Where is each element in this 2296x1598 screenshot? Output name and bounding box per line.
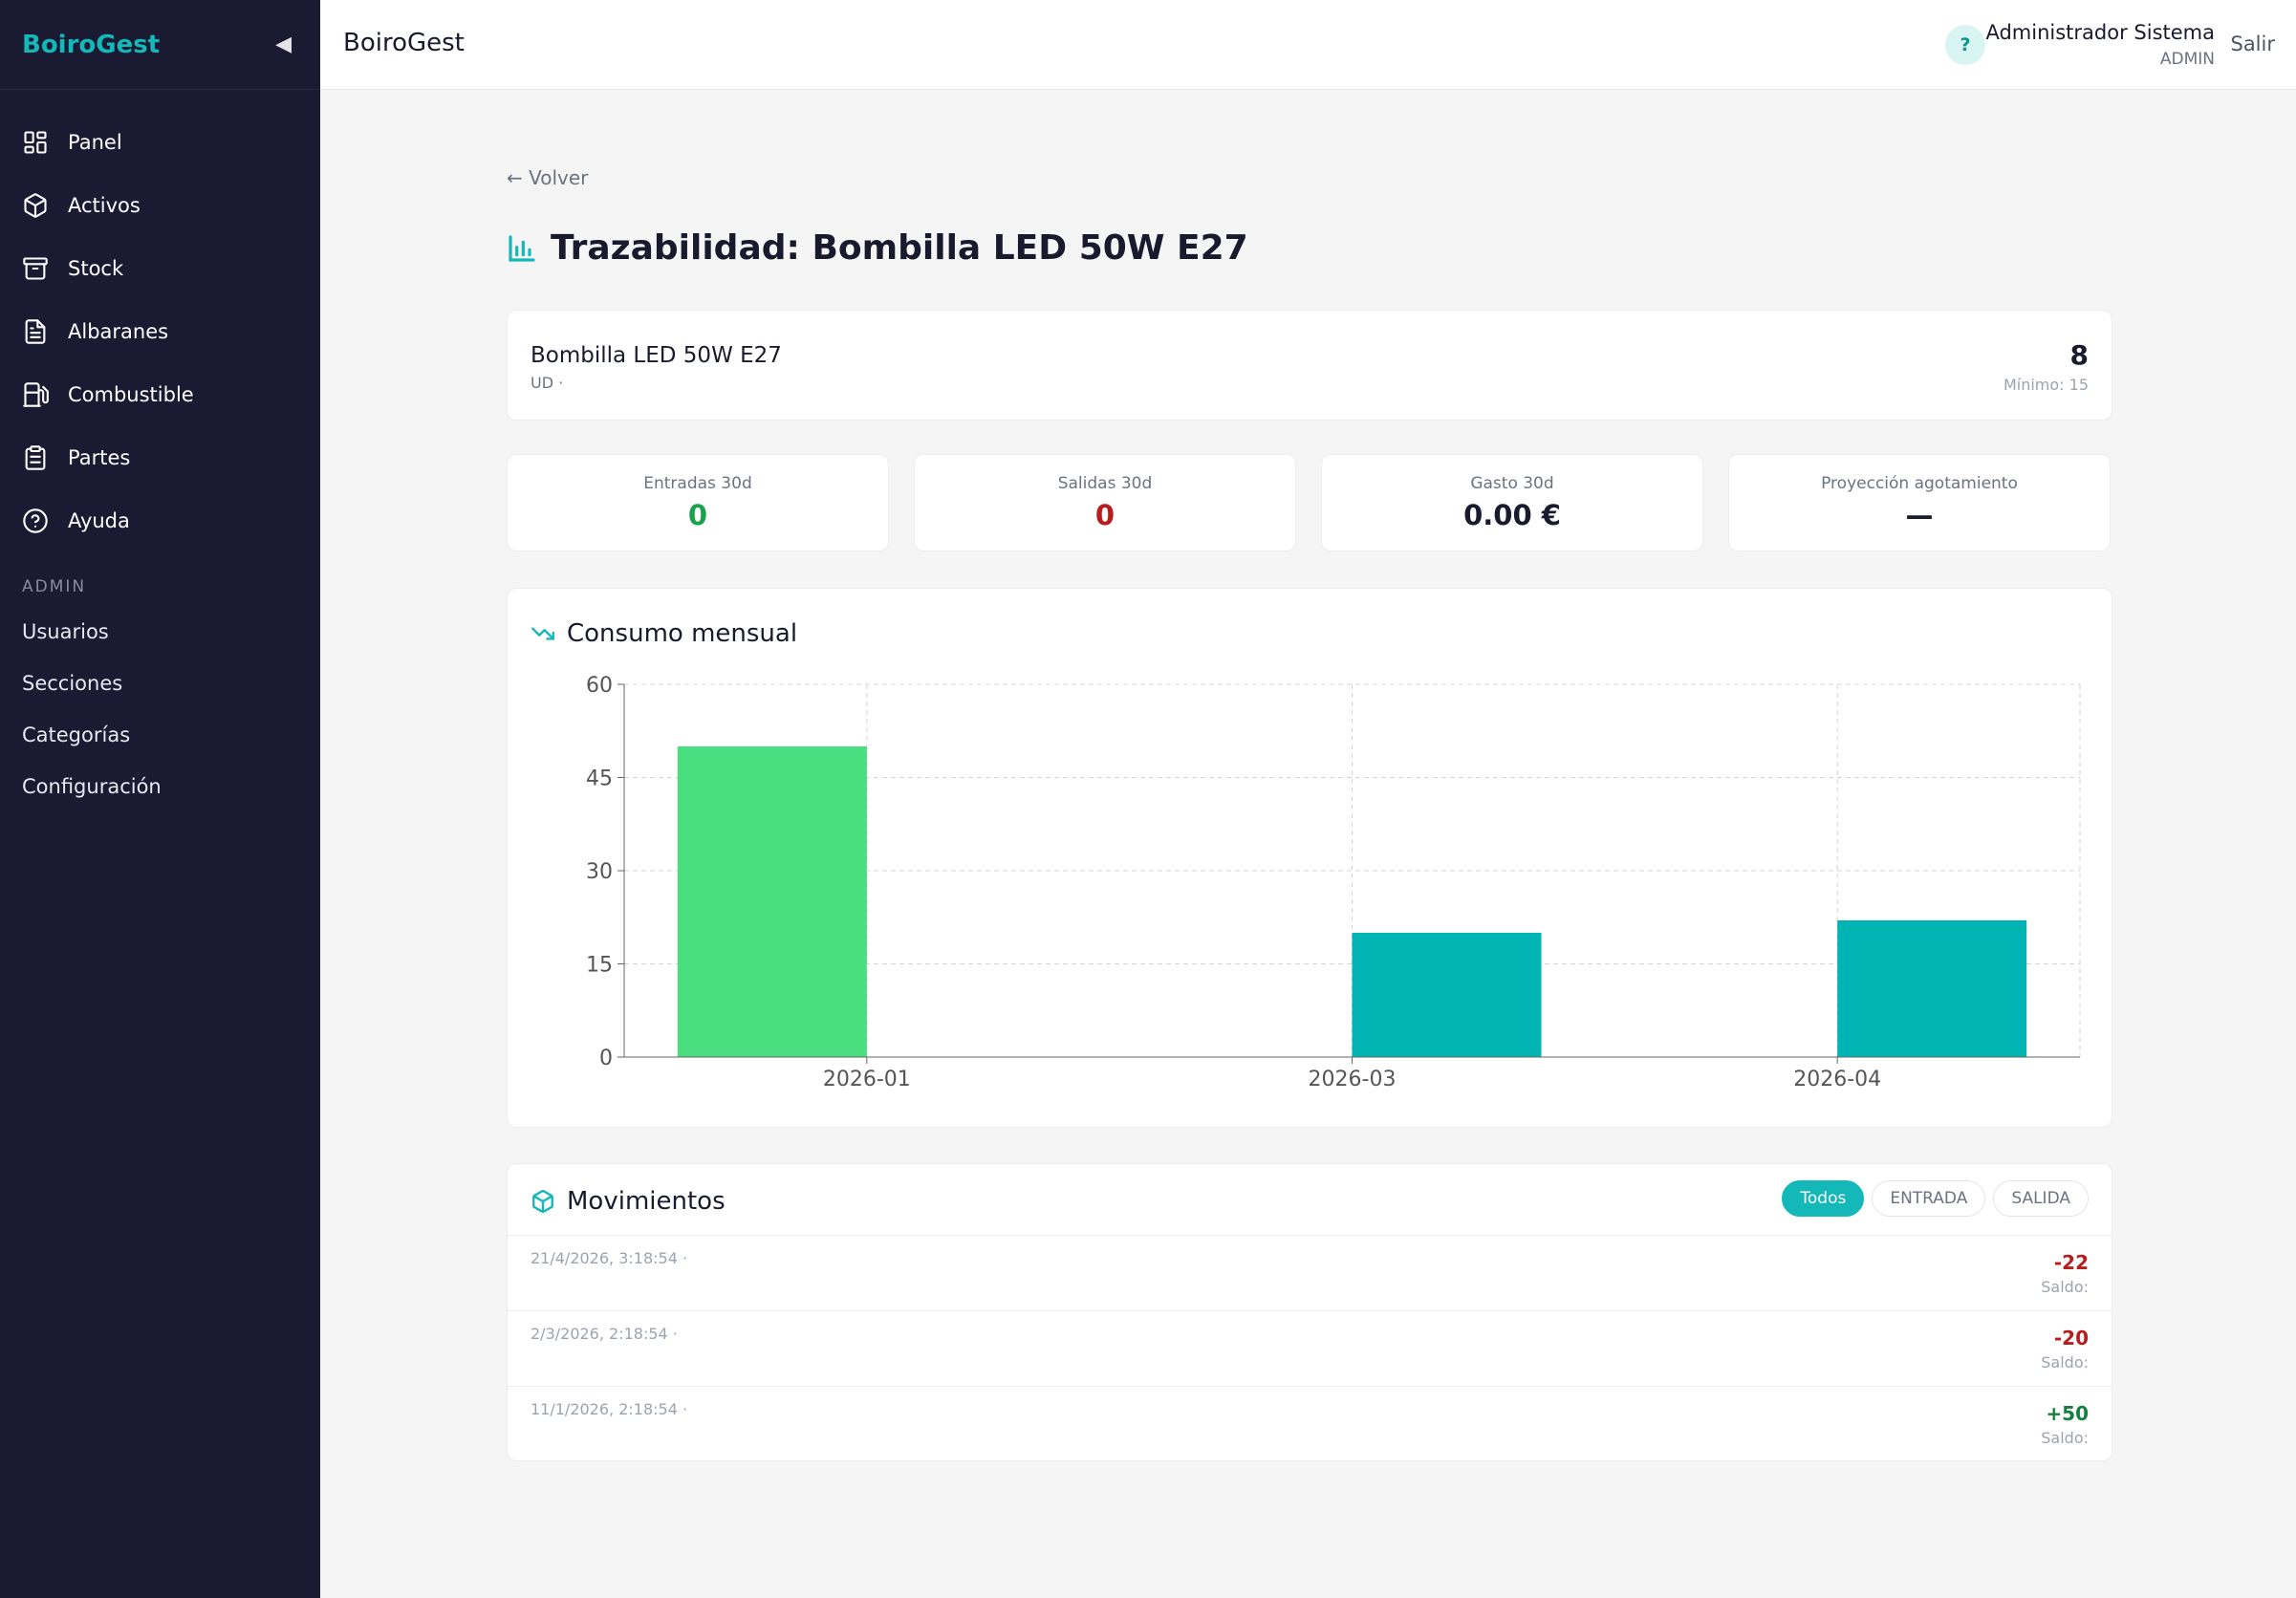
movement-row[interactable]: 11/1/2026, 2:18:54 · +50 Saldo: xyxy=(508,1386,2112,1461)
trending-down-icon xyxy=(531,627,555,640)
sidebar-item-label: Panel xyxy=(68,131,122,154)
movement-saldo: Saldo: xyxy=(2041,1429,2089,1447)
kpi-label: Gasto 30d xyxy=(1470,474,1554,493)
x-tick-label: 2026-01 xyxy=(823,1068,911,1091)
sidebar: BoiroGest ◀ Panel Activos Stock Albarane… xyxy=(0,0,320,1598)
movement-filters: Todos ENTRADA SALIDA xyxy=(1782,1180,2089,1217)
sidebar-nav: Panel Activos Stock Albaranes Combustibl… xyxy=(0,111,320,552)
bar xyxy=(1352,933,1542,1057)
brand-logo[interactable]: BoiroGest xyxy=(22,30,161,59)
sidebar-item-label: Albaranes xyxy=(68,320,169,343)
box-icon xyxy=(24,193,47,218)
kpi-gasto: Gasto 30d 0.00 € xyxy=(1321,454,1703,551)
sidebar-item-combustible[interactable]: Combustible xyxy=(0,363,320,426)
sidebar-header: BoiroGest ◀ xyxy=(0,0,320,90)
sidebar-item-usuarios[interactable]: Usuarios xyxy=(22,620,109,643)
sidebar-item-ayuda[interactable]: Ayuda xyxy=(0,489,320,552)
movement-quantity: -22 xyxy=(2053,1251,2089,1274)
sidebar-item-label: Partes xyxy=(68,446,131,469)
y-tick-label: 60 xyxy=(586,674,613,698)
kpi-label: Salidas 30d xyxy=(1057,474,1153,493)
monthly-consumption-card: Consumo mensual 0 15 30 45 60 2026-01 2026-03 2… xyxy=(507,588,2112,1128)
product-stock-value: 8 xyxy=(2069,339,2089,371)
kpi-value: 0 xyxy=(1094,499,1116,531)
page-title: Trazabilidad: Bombilla LED 50W E27 xyxy=(507,228,1248,268)
x-tick-label: 2026-04 xyxy=(1793,1068,1881,1091)
document-icon xyxy=(25,319,46,344)
topbar: BoiroGest ? Administrador Sistema ADMIN … xyxy=(320,0,2296,90)
movement-quantity: -20 xyxy=(2053,1327,2089,1350)
kpi-label: Entradas 30d xyxy=(643,474,752,493)
sidebar-item-albaranes[interactable]: Albaranes xyxy=(0,300,320,363)
sidebar-item-partes[interactable]: Partes xyxy=(0,426,320,489)
bar xyxy=(677,746,867,1057)
bar xyxy=(1837,920,2027,1057)
kpi-label: Proyección agotamiento xyxy=(1821,474,2018,493)
filter-entrada-button[interactable]: ENTRADA xyxy=(1872,1180,1986,1217)
sidebar-item-label: Activos xyxy=(68,194,141,217)
movements-section-title: Movimientos xyxy=(531,1187,726,1216)
movements-list: 21/4/2026, 3:18:54 · -22 Saldo: 2/3/2026… xyxy=(508,1235,2112,1461)
sidebar-item-stock[interactable]: Stock xyxy=(0,237,320,300)
movements-title-text: Movimientos xyxy=(567,1187,726,1216)
product-minimum: Mínimo: 15 xyxy=(2003,376,2089,394)
consumption-bar-chart: 0 15 30 45 60 2026-01 2026-03 2026-04 xyxy=(586,674,2081,1091)
sidebar-item-label: Combustible xyxy=(68,383,194,406)
filter-todos-button[interactable]: Todos xyxy=(1782,1180,1865,1217)
sidebar-item-secciones[interactable]: Secciones xyxy=(22,672,123,695)
back-link[interactable]: ← Volver xyxy=(507,166,589,189)
page-title-text: Trazabilidad: Bombilla LED 50W E27 xyxy=(551,228,1248,268)
y-tick-label: 15 xyxy=(586,954,613,978)
sidebar-item-label: Ayuda xyxy=(68,509,130,532)
movement-saldo: Saldo: xyxy=(2041,1278,2089,1296)
box-icon xyxy=(532,1190,553,1214)
chart-section-title: Consumo mensual xyxy=(531,619,797,648)
user-info: Administrador Sistema ADMIN xyxy=(1985,21,2215,69)
sidebar-item-panel[interactable]: Panel xyxy=(0,111,320,174)
clipboard-icon xyxy=(25,445,46,470)
help-circle-icon xyxy=(23,508,48,533)
kpi-entradas: Entradas 30d 0 xyxy=(507,454,889,551)
admin-section-label: ADMIN xyxy=(22,577,87,596)
fuel-icon xyxy=(23,382,49,407)
product-unit: UD · xyxy=(531,374,564,392)
y-tick-label: 0 xyxy=(599,1047,613,1070)
sidebar-item-categorias[interactable]: Categorías xyxy=(22,723,131,746)
bar-chart-icon xyxy=(509,234,535,262)
movement-row[interactable]: 2/3/2026, 2:18:54 · -20 Saldo: xyxy=(508,1310,2112,1386)
movement-saldo: Saldo: xyxy=(2041,1353,2089,1371)
kpi-value: 0 xyxy=(687,499,708,531)
collapse-sidebar-icon[interactable]: ◀ xyxy=(275,32,292,56)
movement-date: 21/4/2026, 3:18:54 · xyxy=(531,1249,688,1267)
movement-date: 11/1/2026, 2:18:54 · xyxy=(531,1400,688,1418)
movement-quantity: +50 xyxy=(2046,1402,2089,1425)
movement-date: 2/3/2026, 2:18:54 · xyxy=(531,1325,678,1343)
kpi-proyeccion: Proyección agotamiento — xyxy=(1728,454,2111,551)
sidebar-item-configuracion[interactable]: Configuración xyxy=(22,775,162,798)
kpi-salidas: Salidas 30d 0 xyxy=(914,454,1296,551)
grid-icon xyxy=(24,131,47,154)
movements-card: Movimientos Todos ENTRADA SALIDA 21/4/20… xyxy=(507,1163,2112,1461)
product-name: Bombilla LED 50W E27 xyxy=(531,343,782,368)
sidebar-item-activos[interactable]: Activos xyxy=(0,174,320,237)
archive-icon xyxy=(23,257,48,280)
user-name: Administrador Sistema xyxy=(1985,21,2215,44)
product-summary-card: Bombilla LED 50W E27 UD · 8 Mínimo: 15 xyxy=(507,310,2112,421)
sidebar-item-label: Stock xyxy=(68,257,124,280)
logout-button[interactable]: Salir xyxy=(2230,32,2275,55)
help-button[interactable]: ? xyxy=(1945,25,1985,65)
topbar-title: BoiroGest xyxy=(343,29,465,57)
kpi-value: — xyxy=(1905,499,1934,531)
filter-salida-button[interactable]: SALIDA xyxy=(1993,1180,2089,1217)
chart-title-text: Consumo mensual xyxy=(567,619,798,648)
y-tick-label: 30 xyxy=(586,860,613,884)
x-tick-label: 2026-03 xyxy=(1309,1068,1397,1091)
y-tick-label: 45 xyxy=(586,767,613,791)
kpi-value: 0.00 € xyxy=(1463,499,1561,531)
movement-row[interactable]: 21/4/2026, 3:18:54 · -22 Saldo: xyxy=(508,1235,2112,1310)
user-role: ADMIN xyxy=(2159,50,2215,69)
